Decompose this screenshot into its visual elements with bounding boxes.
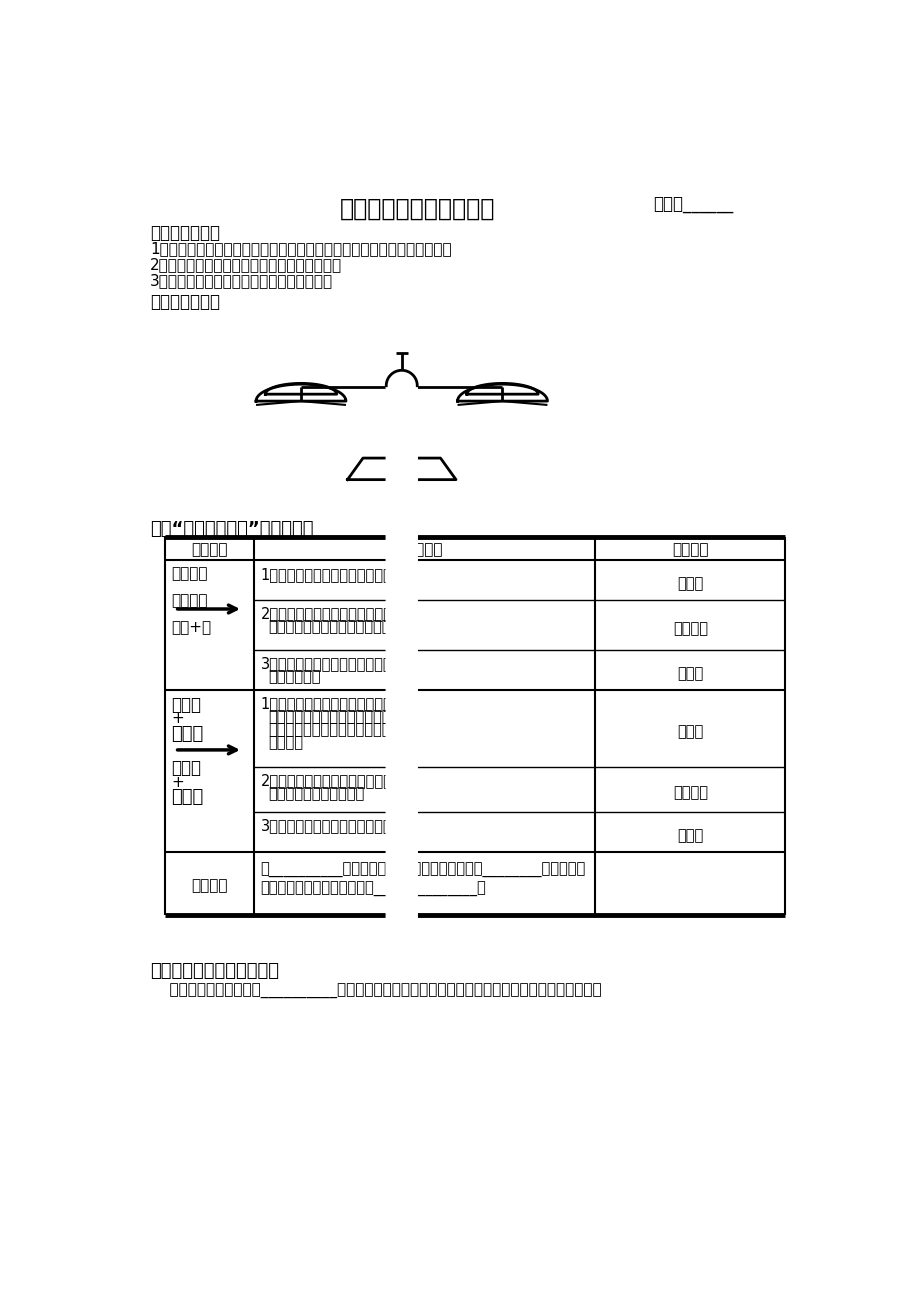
- Polygon shape: [386, 370, 417, 930]
- Text: 实验结论: 实验结论: [191, 879, 228, 893]
- Text: 1、在一只锥形瓶中加入适量的碳酸: 1、在一只锥形瓶中加入适量的碳酸: [260, 697, 401, 711]
- Text: 反应后: 反应后: [676, 667, 703, 681]
- Text: 实验方案: 实验方案: [191, 542, 228, 557]
- Text: 三、“质量守恒定律”探究之旅：: 三、“质量守恒定律”探究之旅：: [150, 519, 313, 538]
- Text: +: +: [171, 711, 184, 727]
- Text: 质量守恒定律的实质是__________的实质。从原子、分子的观点来看，化学反应的过程，就是参加反: 质量守恒定律的实质是__________的实质。从原子、分子的观点来看，化学反应…: [150, 984, 601, 999]
- Text: 碳酸錢: 碳酸錢: [171, 697, 201, 713]
- Text: 2、取下锥形瓶，将两种溶液混合到一: 2、取下锥形瓶，将两种溶液混合到一: [260, 773, 410, 788]
- Text: 实验数据: 实验数据: [672, 542, 708, 557]
- Text: 姓名：______: 姓名：______: [652, 197, 733, 215]
- Text: 一、学习目标：: 一、学习目标：: [150, 224, 220, 242]
- Text: 3、然后放回托盘天平观察是否平衡。: 3、然后放回托盘天平观察是否平衡。: [260, 818, 409, 833]
- Text: 的氯化钒溶液，一起放在托盘天平: 的氯化钒溶液，一起放在托盘天平: [268, 723, 399, 737]
- Text: 錢溶液，在一只小试管内加入适量: 錢溶液，在一只小试管内加入适量: [268, 710, 399, 724]
- Polygon shape: [255, 383, 346, 401]
- Text: 二氧化锰: 二氧化锰: [171, 594, 208, 608]
- Text: 碳酸钒: 碳酸钒: [171, 759, 201, 777]
- Text: 氯化錢: 氯化錢: [171, 788, 204, 806]
- Text: 氧气+氢: 氧气+氢: [171, 620, 211, 635]
- Text: +: +: [171, 775, 184, 789]
- Text: 上称重；: 上称重；: [268, 736, 303, 750]
- Polygon shape: [347, 458, 456, 479]
- Text: 《质量守恒定律》导学单: 《质量守恒定律》导学单: [339, 197, 494, 220]
- Text: 反应前: 反应前: [676, 724, 703, 740]
- Text: 反应前: 反应前: [676, 575, 703, 591]
- Text: 1、通过实验验证质量守恒定律，并进一步认识科学探究的意义和基本过程: 1、通过实验验证质量守恒定律，并进一步认识科学探究的意义和基本过程: [150, 241, 451, 256]
- Text: 二、知识纲要：: 二、知识纲要：: [150, 293, 220, 311]
- Text: 3、能应用质量守恒定律解决有关的化学问题: 3、能应用质量守恒定律解决有关的化学问题: [150, 273, 333, 288]
- Text: 3、将反应后的装置放回托盘天平观: 3、将反应后的装置放回托盘天平观: [260, 656, 401, 671]
- Text: 四、质量守恒定律的实质：: 四、质量守恒定律的实质：: [150, 962, 278, 980]
- Text: 2、学会从微观的角度认识质量守恒的本质原因: 2、学会从微观的角度认识质量守恒的本质原因: [150, 256, 342, 272]
- Text: 起进行反应，观察现象；: 起进行反应，观察现象；: [268, 786, 364, 801]
- Text: 氯化钒: 氯化钒: [171, 724, 204, 742]
- Text: 实验步骤: 实验步骤: [406, 542, 443, 557]
- Text: 二氧化锰倒入锥形瓶中，观察现象: 二氧化锰倒入锥形瓶中，观察现象: [268, 618, 399, 634]
- Text: 实验现象: 实验现象: [672, 785, 707, 801]
- Text: 实验现象: 实验现象: [672, 621, 707, 635]
- Text: 反应后: 反应后: [676, 828, 703, 842]
- Text: 1、用托盘天平称量反应前总质量；: 1、用托盘天平称量反应前总质量；: [260, 568, 401, 582]
- Text: 过氧化氢: 过氧化氢: [171, 566, 208, 581]
- Polygon shape: [457, 383, 547, 401]
- Text: 察是否平衡。: 察是否平衡。: [268, 669, 321, 684]
- Text: 的各物质的质量总和，这就是______________。: 的各物质的质量总和，这就是______________。: [260, 883, 486, 897]
- Text: 在__________中，参加反应的各物质的质量总和，________反应后生成: 在__________中，参加反应的各物质的质量总和，________反应后生成: [260, 863, 585, 878]
- Text: 2、天平平衡后，取下装置将气球中的: 2、天平平衡后，取下装置将气球中的: [260, 605, 410, 621]
